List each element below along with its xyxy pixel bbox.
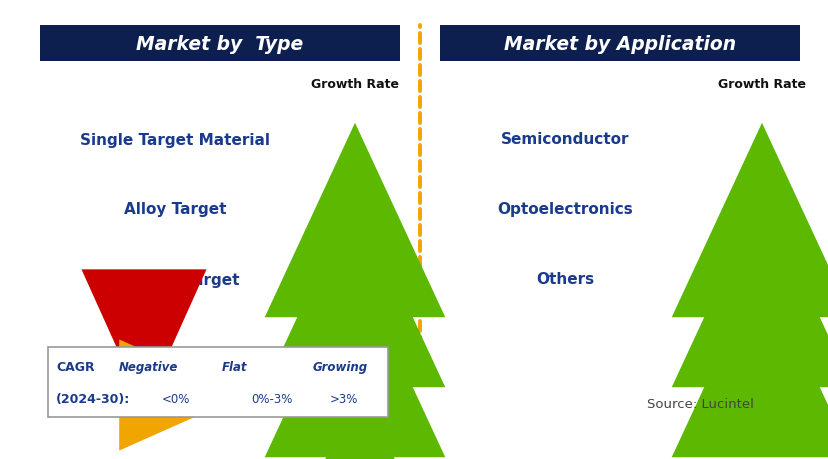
Text: Alloy Target: Alloy Target [123, 202, 226, 217]
Text: (2024-30):: (2024-30): [56, 392, 130, 406]
Text: Others: Others [535, 272, 594, 287]
Text: Growing: Growing [312, 361, 367, 374]
Text: >3%: >3% [330, 392, 358, 406]
FancyBboxPatch shape [440, 26, 799, 62]
Text: Source: Lucintel: Source: Lucintel [646, 397, 753, 411]
Text: Growth Rate: Growth Rate [717, 77, 805, 90]
FancyBboxPatch shape [48, 347, 388, 417]
Text: Flat: Flat [222, 361, 248, 374]
Text: <0%: <0% [161, 392, 190, 406]
Text: Growth Rate: Growth Rate [310, 77, 398, 90]
Text: Market by  Type: Market by Type [137, 34, 303, 53]
Text: CAGR: CAGR [56, 361, 94, 374]
Text: 0%-3%: 0%-3% [251, 392, 292, 406]
Text: Ceramic Target: Ceramic Target [110, 272, 239, 287]
Text: Semiconductor: Semiconductor [500, 132, 628, 147]
FancyBboxPatch shape [40, 26, 400, 62]
Text: Single Target Material: Single Target Material [80, 132, 270, 147]
Text: Negative: Negative [118, 361, 177, 374]
Text: Market by Application: Market by Application [503, 34, 735, 53]
Text: Optoelectronics: Optoelectronics [497, 202, 632, 217]
